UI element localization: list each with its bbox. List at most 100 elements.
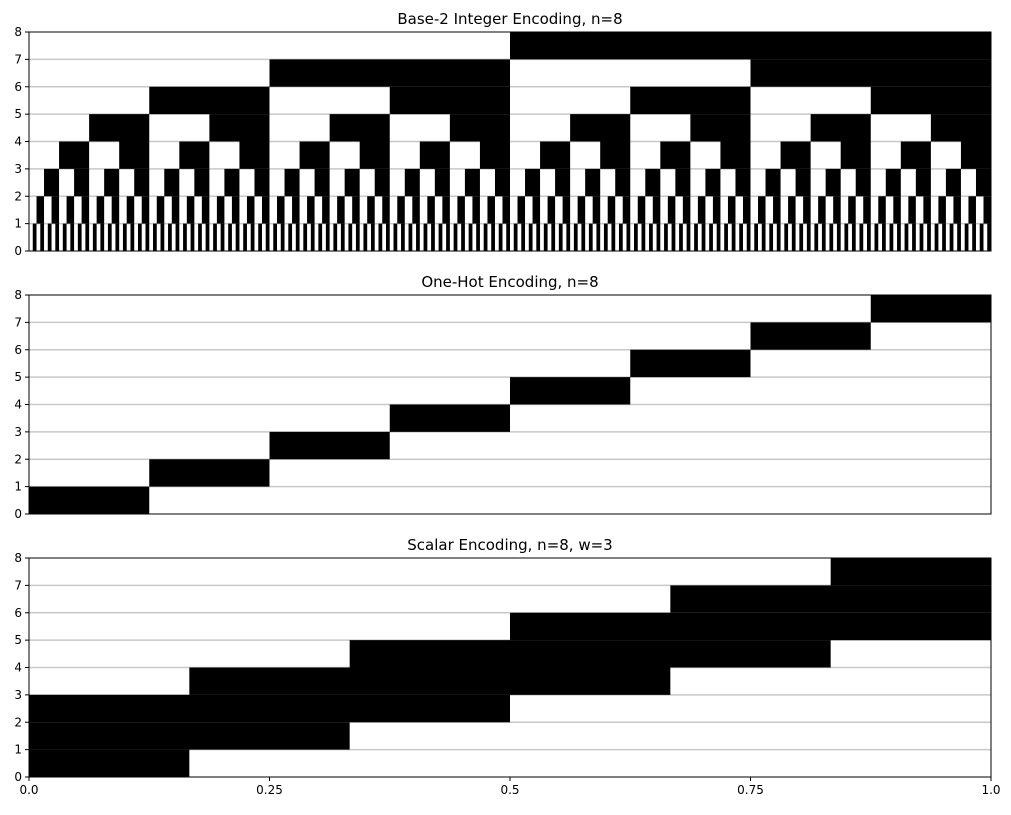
active-cell <box>122 223 127 251</box>
x-tick-label: 0.0 <box>19 783 38 797</box>
active-cell <box>329 114 390 142</box>
active-cell <box>277 196 285 224</box>
active-cell <box>494 168 510 197</box>
active-cell <box>795 168 811 197</box>
active-cell <box>32 223 37 251</box>
active-cell <box>934 223 939 251</box>
active-cell <box>111 196 120 224</box>
active-cell <box>449 114 510 142</box>
active-cell <box>205 223 210 251</box>
subplot-2: One-Hot Encoding, n=8 0 1 2 3 4 5 6 7 8 <box>14 273 992 521</box>
active-cell <box>836 223 841 251</box>
active-cell <box>577 196 586 224</box>
active-cell <box>183 223 187 251</box>
active-cell <box>145 223 150 251</box>
active-cell <box>216 196 225 224</box>
active-cell <box>558 223 563 251</box>
active-cell <box>92 223 97 251</box>
active-cell <box>555 168 571 197</box>
active-cell <box>915 168 931 197</box>
active-cell <box>66 196 75 224</box>
y-tick-label: 7 <box>14 578 22 592</box>
active-cell <box>957 223 961 251</box>
active-cell <box>979 223 984 251</box>
active-cell <box>284 168 300 197</box>
active-cell <box>510 612 991 641</box>
active-cell <box>502 196 510 224</box>
x-tick-label: 0.5 <box>500 783 519 797</box>
active-cell <box>389 86 510 115</box>
active-cell <box>280 223 285 251</box>
active-cell <box>288 223 293 251</box>
active-cell <box>468 223 473 251</box>
active-cell <box>55 223 60 251</box>
active-cell <box>401 223 405 251</box>
active-cell <box>213 223 217 251</box>
active-cell <box>810 114 871 142</box>
active-cell <box>712 196 721 224</box>
active-cell <box>652 196 661 224</box>
active-cell <box>825 168 841 197</box>
active-cell <box>754 223 759 251</box>
active-cell <box>758 196 766 224</box>
active-cell <box>540 141 571 169</box>
active-cell <box>938 196 946 224</box>
active-cell <box>70 223 75 251</box>
subplot-title: Base-2 Integer Encoding, n=8 <box>397 10 622 28</box>
active-cell <box>532 196 541 224</box>
active-cell <box>573 223 578 251</box>
active-cell <box>59 141 90 169</box>
active-cell <box>164 168 180 197</box>
active-cell <box>600 141 631 169</box>
active-cell <box>660 141 691 169</box>
active-cell <box>611 223 616 251</box>
active-cell <box>438 223 443 251</box>
active-cell <box>201 196 210 224</box>
active-cell <box>96 196 105 224</box>
active-cell <box>382 196 390 224</box>
active-cell <box>483 223 488 251</box>
active-cell <box>224 168 240 197</box>
active-cell <box>649 223 653 251</box>
active-cell <box>416 223 420 251</box>
active-cell <box>44 168 60 197</box>
active-cell <box>912 223 916 251</box>
active-cell <box>528 223 533 251</box>
active-cell <box>596 223 601 251</box>
active-cell <box>464 168 480 197</box>
active-cell <box>367 196 375 224</box>
active-cell <box>292 196 300 224</box>
active-cell <box>476 223 480 251</box>
active-cell <box>776 223 781 251</box>
active-cell <box>543 223 548 251</box>
x-tick-label: 1.0 <box>981 783 1000 797</box>
active-cell <box>246 196 255 224</box>
active-cell <box>295 223 300 251</box>
active-cell <box>671 223 676 251</box>
y-tick-label: 0 <box>14 770 22 784</box>
active-cell <box>900 141 931 169</box>
y-tick-label: 5 <box>14 107 22 121</box>
active-cell <box>930 114 991 142</box>
active-cell <box>434 168 450 197</box>
active-cell <box>408 223 413 251</box>
active-cell <box>885 168 901 197</box>
active-cell <box>851 223 856 251</box>
active-cell <box>592 196 601 224</box>
active-cell <box>626 223 631 251</box>
active-cell <box>423 223 428 251</box>
active-cell <box>682 196 691 224</box>
active-cell <box>62 223 67 251</box>
active-cell <box>378 223 383 251</box>
active-cell <box>803 196 811 224</box>
active-cell <box>299 141 330 169</box>
active-cell <box>510 377 631 405</box>
active-cell <box>506 223 510 251</box>
y-tick-label: 8 <box>14 551 22 565</box>
active-cell <box>149 86 270 115</box>
active-cell <box>431 223 435 251</box>
active-cell <box>498 223 503 251</box>
active-cell <box>29 722 350 750</box>
active-cell <box>870 295 991 323</box>
active-cell <box>175 223 180 251</box>
